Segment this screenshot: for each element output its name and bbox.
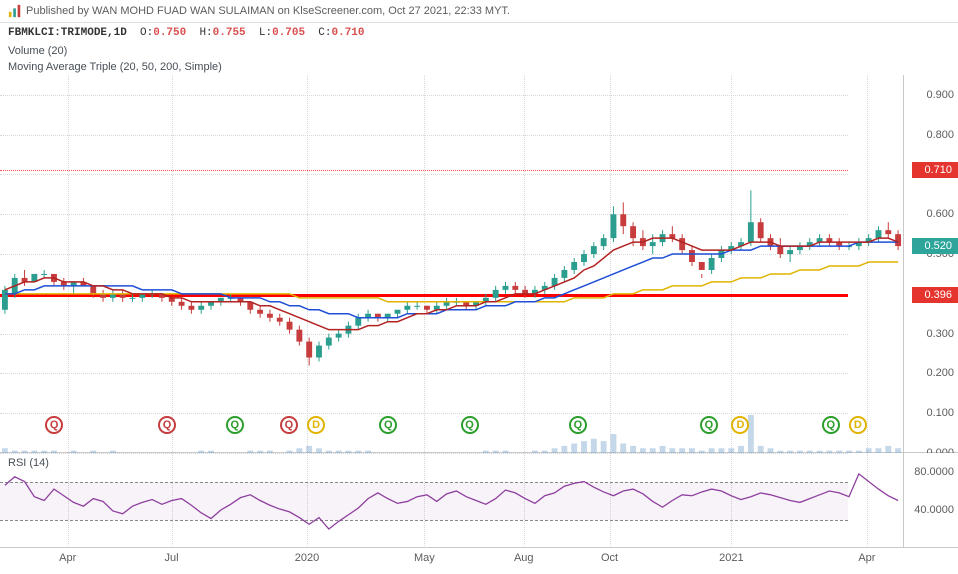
symbol-name: FBMKLCI:TRIMODE,1D (8, 27, 127, 39)
rsi-y-axis: 40.0000 80.0000 (903, 453, 958, 547)
h-value: 0.755 (213, 27, 246, 39)
y-tick: 0.900 (926, 89, 954, 101)
y-tick: 0.300 (926, 328, 954, 340)
event-marker[interactable]: Q (226, 416, 244, 434)
ma-indicator-label: Moving Average Triple (20, 50, 200, Simp… (0, 59, 958, 75)
y-tick: 0.200 (926, 367, 954, 379)
x-tick: 2021 (719, 552, 743, 564)
chart-container: QQQQDQQQQDQD 0.0000.1000.2000.3000.4000.… (0, 75, 958, 574)
y-tick: 0.800 (926, 129, 954, 141)
h-label: H: (199, 27, 212, 39)
event-marker[interactable]: Q (461, 416, 479, 434)
x-tick: Apr (858, 552, 875, 564)
rsi-chart[interactable]: RSI (14) 40.0000 80.0000 (0, 453, 958, 548)
y-tick: 0.600 (926, 208, 954, 220)
event-marker[interactable]: Q (158, 416, 176, 434)
symbol-title: FBMKLCI:TRIMODE,1D O:0.750 H:0.755 L:0.7… (0, 23, 958, 43)
event-marker[interactable]: Q (822, 416, 840, 434)
resistance-price-tag: 0.710 (912, 162, 958, 178)
event-marker[interactable]: Q (569, 416, 587, 434)
event-marker[interactable]: D (731, 416, 749, 434)
publisher-text: Published by WAN MOHD FUAD WAN SULAIMAN … (26, 5, 510, 17)
x-tick: May (414, 552, 435, 564)
x-tick: Apr (59, 552, 76, 564)
rsi-y-tick: 80.0000 (914, 466, 954, 478)
l-label: L: (259, 27, 272, 39)
rsi-y-tick: 40.0000 (914, 504, 954, 516)
volume-indicator-label: Volume (20) (0, 43, 958, 59)
x-tick: Oct (601, 552, 618, 564)
o-value: 0.750 (153, 27, 186, 39)
event-marker[interactable]: Q (379, 416, 397, 434)
publisher-bar: Published by WAN MOHD FUAD WAN SULAIMAN … (0, 0, 958, 23)
x-tick: 2020 (295, 552, 319, 564)
o-label: O: (140, 27, 153, 39)
support-price-tag: 0.396 (912, 287, 958, 303)
price-plot-area: QQQQDQQQQDQD (0, 75, 903, 452)
x-tick: Aug (514, 552, 534, 564)
last-price-tag: 0.520 (912, 238, 958, 254)
y-tick: 0.100 (926, 407, 954, 419)
rsi-label: RSI (14) (8, 457, 49, 469)
c-value: 0.710 (332, 27, 365, 39)
main-price-chart[interactable]: QQQQDQQQQDQD 0.0000.1000.2000.3000.4000.… (0, 75, 958, 453)
event-marker[interactable]: Q (45, 416, 63, 434)
chart-icon (8, 4, 22, 18)
l-value: 0.705 (272, 27, 305, 39)
event-marker[interactable]: Q (700, 416, 718, 434)
x-tick: Jul (165, 552, 179, 564)
event-marker[interactable]: D (849, 416, 867, 434)
c-label: C: (318, 27, 331, 39)
time-axis: Apr Jul 2020 May Aug Oct 2021 Apr (0, 548, 958, 574)
event-marker[interactable]: Q (280, 416, 298, 434)
rsi-plot-area (0, 453, 903, 547)
event-marker[interactable]: D (307, 416, 325, 434)
price-y-axis: 0.0000.1000.2000.3000.4000.5000.6000.700… (903, 75, 958, 452)
